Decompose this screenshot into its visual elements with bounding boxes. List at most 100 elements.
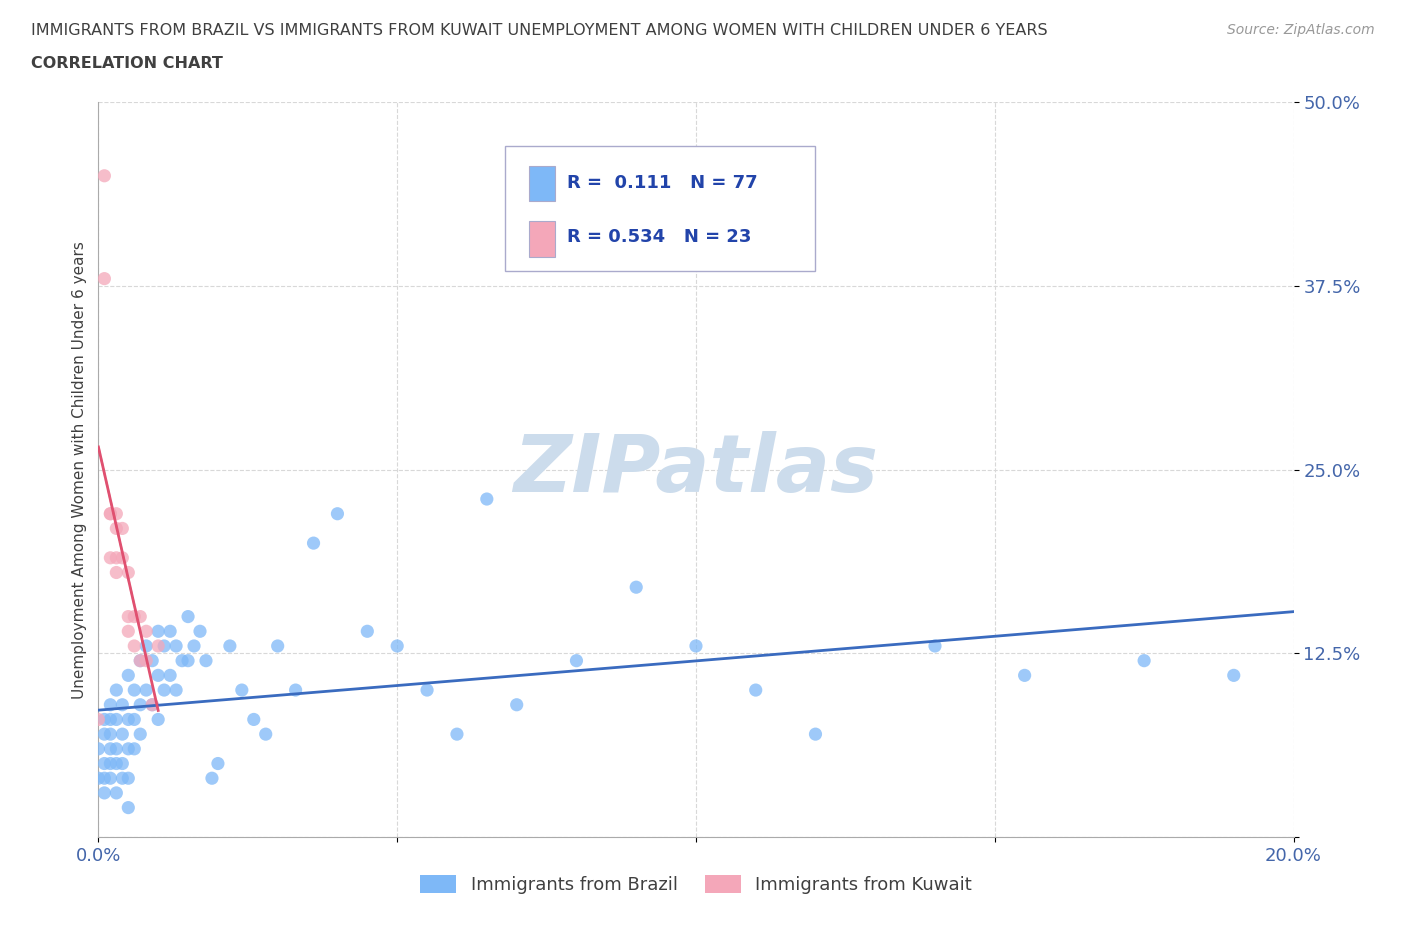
Point [326,506,349,521]
Point [475,492,498,507]
Point [159,624,181,639]
Point [98,771,122,786]
Point [98,551,122,565]
Point [172,653,194,668]
Point [117,668,139,683]
Point [183,639,205,654]
Point [111,521,134,536]
Text: R = 0.534   N = 23: R = 0.534 N = 23 [567,229,751,246]
Point [446,726,468,741]
Point [416,683,439,698]
Point [124,741,146,756]
Point [506,698,529,712]
Point [111,756,134,771]
Point [117,609,139,624]
Point [117,771,139,786]
Point [87,771,110,786]
Point [626,579,648,594]
Point [98,698,122,712]
Point [135,683,157,698]
Point [159,668,181,683]
Point [129,698,152,712]
Point [148,668,170,683]
Point [385,639,409,654]
Point [148,624,170,639]
Bar [529,166,555,202]
Y-axis label: Unemployment Among Women with Children Under 6 years: Unemployment Among Women with Children U… [72,241,87,698]
Point [129,653,152,668]
Point [207,756,229,771]
Point [98,726,122,741]
Point [93,786,115,801]
Point [153,683,176,698]
Point [117,800,139,815]
Point [302,536,325,551]
Point [267,639,290,654]
Point [111,698,134,712]
Point [111,771,134,786]
Point [93,756,115,771]
Point [141,698,163,712]
Point [243,712,266,727]
Bar [529,221,555,257]
Point [105,712,128,727]
Point [129,726,152,741]
Point [231,683,253,698]
Point [117,712,139,727]
Point [105,683,128,698]
Point [105,551,128,565]
Point [93,272,115,286]
Point [117,565,139,580]
Point [254,726,277,741]
Point [105,521,128,536]
Point [105,506,128,521]
Point [141,698,163,712]
Point [87,741,110,756]
Point [201,771,224,786]
Point [111,551,134,565]
Point [1014,668,1036,683]
Point [165,639,187,654]
Point [129,609,152,624]
Point [356,624,378,639]
Point [148,712,170,727]
Point [177,609,200,624]
Point [165,683,187,698]
Point [1133,653,1156,668]
Point [153,639,176,654]
Point [93,712,115,727]
Legend: Immigrants from Brazil, Immigrants from Kuwait: Immigrants from Brazil, Immigrants from … [413,868,979,901]
Point [129,653,152,668]
Point [98,506,122,521]
Text: CORRELATION CHART: CORRELATION CHART [31,56,222,71]
Text: R =  0.111   N = 77: R = 0.111 N = 77 [567,174,758,193]
Point [87,712,110,727]
Text: Source: ZipAtlas.com: Source: ZipAtlas.com [1227,23,1375,37]
Point [117,741,139,756]
Point [124,609,146,624]
Point [804,726,827,741]
Point [177,653,200,668]
Point [98,756,122,771]
Point [105,786,128,801]
Point [141,653,163,668]
Point [219,639,242,654]
Point [188,624,211,639]
Point [124,639,146,654]
FancyBboxPatch shape [505,146,815,272]
Point [111,726,134,741]
Point [1223,668,1246,683]
Point [98,506,122,521]
Point [135,639,157,654]
Point [148,639,170,654]
Point [195,653,218,668]
Point [105,565,128,580]
Text: IMMIGRANTS FROM BRAZIL VS IMMIGRANTS FROM KUWAIT UNEMPLOYMENT AMONG WOMEN WITH C: IMMIGRANTS FROM BRAZIL VS IMMIGRANTS FRO… [31,23,1047,38]
Text: ZIPatlas: ZIPatlas [513,431,879,509]
Point [924,639,946,654]
Point [124,712,146,727]
Point [93,771,115,786]
Point [98,712,122,727]
Point [105,741,128,756]
Point [124,683,146,698]
